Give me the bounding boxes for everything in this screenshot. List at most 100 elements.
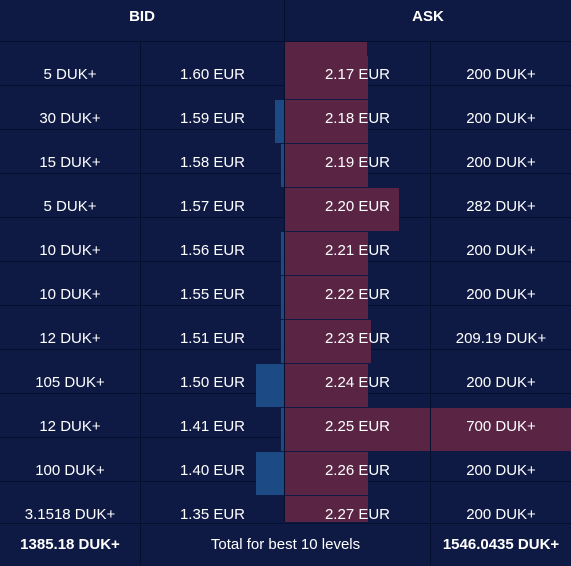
totals-label: Total for best 10 levels — [210, 536, 361, 553]
ask-depth-bar-partial — [285, 42, 367, 56]
ask-quantity: 200 DUK+ — [466, 242, 536, 259]
column-divider — [430, 130, 431, 174]
ask-depth-bar — [285, 320, 371, 363]
order-book-row[interactable]: 12 DUK+ 1.51 EUR 2.23 EUR 209.19 DUK+ — [0, 306, 571, 363]
bid-quantity: 10 DUK+ — [39, 286, 101, 303]
column-divider — [284, 86, 285, 130]
ask-quantity: 200 DUK+ — [466, 286, 536, 303]
ask-depth-bar — [285, 56, 368, 99]
ask-quantity: 200 DUK+ — [466, 154, 536, 171]
bid-depth-bar — [281, 408, 284, 451]
ask-quantity: 200 DUK+ — [466, 110, 536, 127]
bid-price: 1.60 EUR — [179, 66, 246, 83]
ask-price: 2.27 EUR — [324, 506, 391, 522]
bid-quantity: 5 DUK+ — [43, 198, 97, 215]
ask-depth-bar — [285, 144, 368, 187]
bid-quantity: 5 DUK+ — [43, 66, 97, 83]
ask-price: 2.26 EUR — [324, 462, 391, 479]
column-divider — [430, 394, 431, 438]
ask-depth-bar — [285, 408, 571, 451]
order-book-row[interactable]: 12 DUK+ 1.41 EUR 2.25 EUR 700 DUK+ — [0, 394, 571, 451]
ask-quantity: 200 DUK+ — [466, 66, 536, 83]
ask-price: 2.18 EUR — [324, 110, 391, 127]
column-divider — [430, 174, 431, 218]
ask-depth-bar — [285, 276, 368, 319]
column-divider — [284, 438, 285, 482]
column-divider — [284, 174, 285, 218]
bid-price: 1.40 EUR — [179, 462, 246, 479]
column-divider — [284, 262, 285, 306]
bid-price: 1.41 EUR — [179, 418, 246, 435]
order-book-rows: 5 DUK+ 1.60 EUR 2.17 EUR 200 DUK+ 30 DUK+ 1.5… — [0, 42, 571, 522]
bid-price: 1.58 EUR — [179, 154, 246, 171]
order-book-row[interactable]: 5 DUK+ 1.60 EUR 2.17 EUR 200 DUK+ — [0, 42, 571, 99]
order-book-row[interactable]: 105 DUK+ 1.50 EUR 2.24 EUR 200 DUK+ — [0, 350, 571, 407]
column-divider — [284, 42, 285, 86]
column-divider — [284, 394, 285, 438]
bid-quantity: 30 DUK+ — [39, 110, 101, 127]
bid-quantity: 100 DUK+ — [35, 462, 105, 479]
order-book-row[interactable]: 5 DUK+ 1.57 EUR 2.20 EUR 282 DUK+ — [0, 174, 571, 231]
ask-price: 2.19 EUR — [324, 154, 391, 171]
ask-column-title: ASK — [412, 8, 444, 25]
column-divider — [140, 306, 141, 350]
bid-depth-bar — [275, 100, 284, 143]
column-divider — [284, 350, 285, 394]
ask-quantity: 700 DUK+ — [466, 418, 536, 435]
column-divider — [140, 482, 141, 522]
order-book-row[interactable]: 10 DUK+ 1.55 EUR 2.22 EUR 200 DUK+ — [0, 262, 571, 319]
bid-quantity: 10 DUK+ — [39, 242, 101, 259]
column-divider — [140, 86, 141, 130]
ask-depth-bar — [285, 452, 368, 495]
column-divider — [430, 262, 431, 306]
bid-depth-bar — [256, 364, 284, 407]
ask-price: 2.23 EUR — [324, 330, 391, 347]
ask-price: 2.17 EUR — [324, 66, 391, 83]
column-divider — [140, 42, 141, 86]
bid-total: 1385.18 DUK+ — [20, 536, 120, 553]
ask-price: 2.20 EUR — [324, 198, 391, 215]
column-divider — [430, 482, 431, 522]
ask-quantity: 282 DUK+ — [466, 198, 536, 215]
column-divider — [140, 174, 141, 218]
column-divider — [140, 438, 141, 482]
ask-depth-bar — [285, 100, 368, 143]
ask-depth-bar — [285, 496, 368, 522]
order-book-row[interactable]: 30 DUK+ 1.59 EUR 2.18 EUR 200 DUK+ — [0, 86, 571, 143]
column-divider — [284, 130, 285, 174]
column-divider — [430, 306, 431, 350]
ask-depth-bar — [285, 188, 399, 231]
ask-depth-bar — [285, 232, 368, 275]
bid-depth-bar — [281, 320, 284, 363]
ask-total: 1546.0435 DUK+ — [442, 536, 560, 553]
footer-divider — [140, 524, 141, 565]
bid-quantity: 105 DUK+ — [35, 374, 105, 391]
order-book-row[interactable]: 3.1518 DUK+ 1.35 EUR 2.27 EUR 200 DUK+ — [0, 482, 571, 522]
ask-quantity: 200 DUK+ — [466, 462, 536, 479]
bid-depth-bar — [281, 276, 284, 319]
column-divider — [430, 218, 431, 262]
order-book-row[interactable]: 10 DUK+ 1.56 EUR 2.21 EUR 200 DUK+ — [0, 218, 571, 275]
order-book-row[interactable]: 15 DUK+ 1.58 EUR 2.19 EUR 200 DUK+ — [0, 130, 571, 187]
bid-depth-bar — [281, 232, 284, 275]
ask-price: 2.24 EUR — [324, 374, 391, 391]
column-divider — [284, 482, 285, 522]
ask-price: 2.22 EUR — [324, 286, 391, 303]
column-divider — [140, 394, 141, 438]
column-divider — [140, 130, 141, 174]
order-book-header: BID ASK — [0, 0, 571, 42]
ask-quantity: 200 DUK+ — [466, 506, 536, 522]
column-divider — [430, 438, 431, 482]
bid-quantity: 3.1518 DUK+ — [24, 506, 116, 522]
bid-column-title: BID — [129, 8, 155, 25]
column-divider — [430, 42, 431, 86]
footer-divider — [430, 524, 431, 565]
bid-price: 1.59 EUR — [179, 110, 246, 127]
order-book-row[interactable]: 100 DUK+ 1.40 EUR 2.26 EUR 200 DUK+ — [0, 438, 571, 495]
ask-quantity: 200 DUK+ — [466, 374, 536, 391]
bid-price: 1.51 EUR — [179, 330, 246, 347]
column-divider — [430, 350, 431, 394]
column-divider — [284, 306, 285, 350]
column-divider — [140, 350, 141, 394]
